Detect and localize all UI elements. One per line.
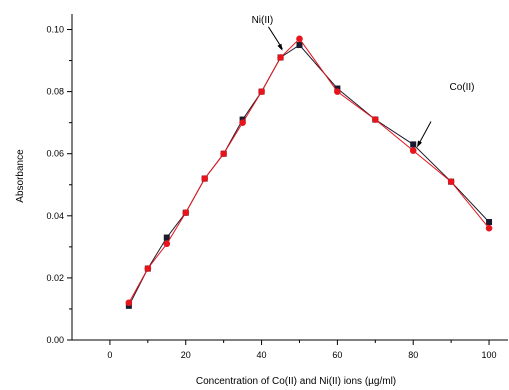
data-point-square [163,234,170,241]
data-point-circle [144,265,152,272]
x-tick-label: 0 [107,350,112,360]
series-layer [125,35,493,309]
x-tick-label: 80 [408,350,418,360]
x-tick-label: 60 [332,350,342,360]
x-axis-title: Concentration of Co(II) and Ni(II) ions … [196,376,396,387]
annotation-layer: Ni(II) Co(II) [252,15,475,148]
series-ni [125,42,493,309]
data-point-circle [125,299,133,307]
axes: 0 20 40 60 80 100 0.00 0.02 0.04 0.06 0.08 0.10 [46,14,508,360]
series-line [128,38,490,303]
data-point-circle [334,88,341,95]
data-point-circle [296,35,303,43]
data-point-circle [409,147,417,154]
data-point-circle [163,240,171,248]
ni-arrow-head [277,43,283,51]
data-point-circle [258,88,265,95]
data-point-circle [182,209,190,217]
y-tick-label: 0.10 [46,25,64,35]
x-tick-label: 20 [181,350,191,360]
data-point-circle [447,178,455,185]
co-arrow [417,121,432,146]
x-tick-label: 100 [482,350,497,360]
data-point-square [296,42,303,49]
data-point-circle [485,224,493,232]
series-line [128,44,490,307]
data-point-circle [277,54,284,61]
data-point-circle [239,119,246,126]
data-point-square [410,141,417,148]
data-point-circle [372,116,379,123]
y-tick-label: 0.02 [46,273,64,283]
x-tick-label: 40 [257,350,267,360]
data-point-circle [220,150,227,158]
co-arrow-head [417,140,423,148]
data-point-square [486,219,493,226]
co-label: Co(II) [450,82,475,93]
y-tick-label: 0.00 [46,335,64,345]
y-tick-label: 0.08 [46,87,64,97]
series-co [125,35,493,307]
y-tick-label: 0.06 [46,149,64,159]
data-point-circle [201,175,208,182]
y-tick-label: 0.04 [46,211,64,221]
ni-label: Ni(II) [252,15,274,26]
y-axis-title: Absorbance [15,149,26,203]
